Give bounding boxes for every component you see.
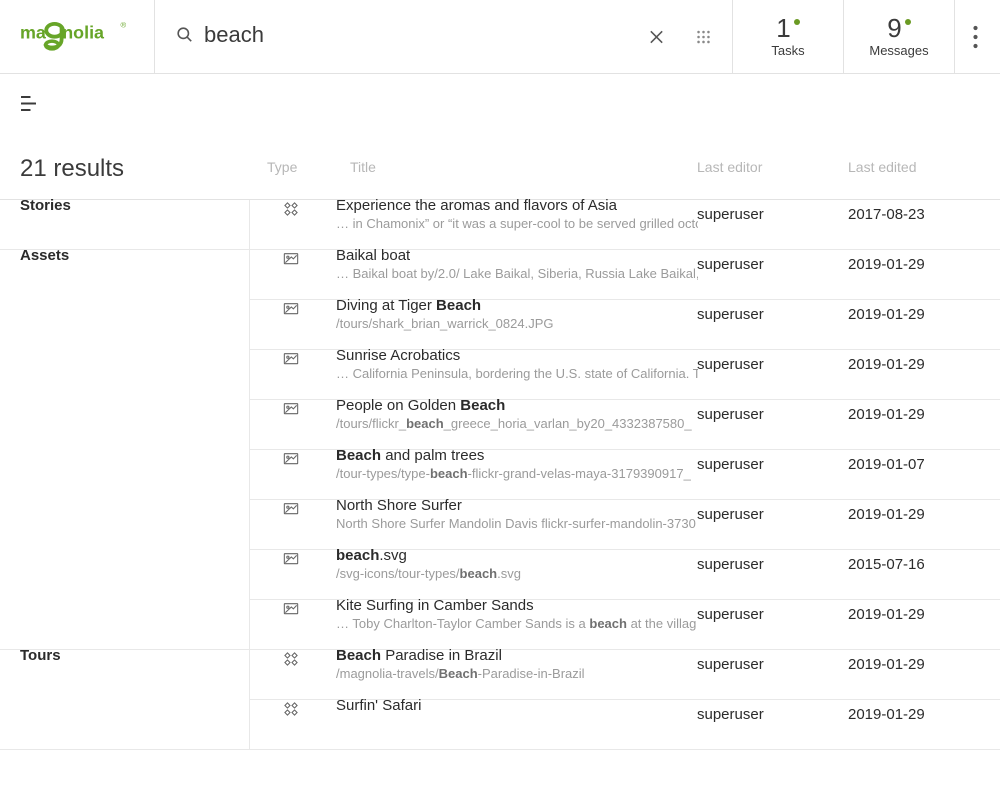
svg-text:®: ® bbox=[120, 20, 126, 29]
svg-text:nolia: nolia bbox=[62, 22, 105, 42]
svg-text:ma: ma bbox=[20, 22, 47, 42]
